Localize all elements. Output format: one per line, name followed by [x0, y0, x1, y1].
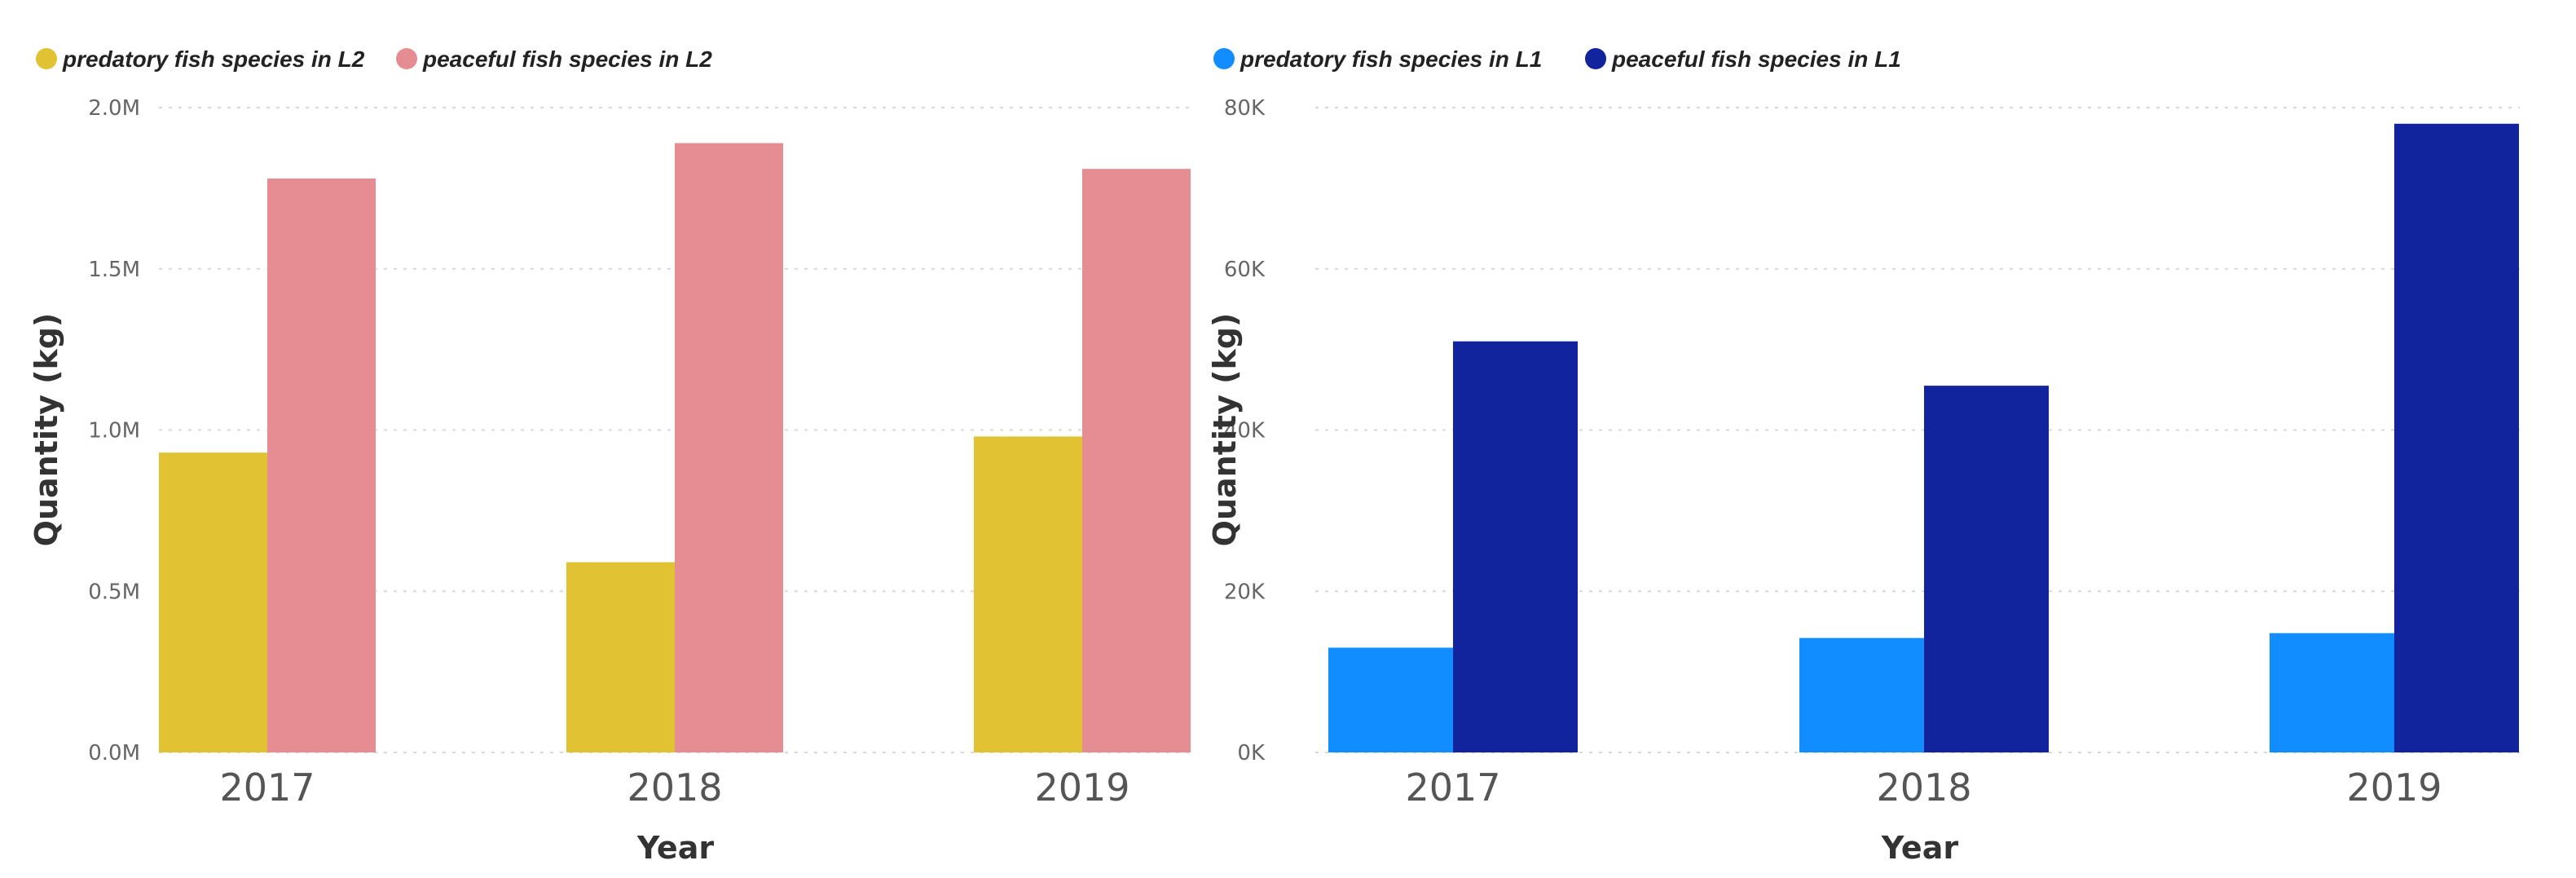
y-tick-label: 40K	[1224, 419, 1266, 443]
x-tick-label: 2017	[219, 765, 315, 810]
y-tick-label: 1.0M	[88, 419, 140, 443]
bar-peaceful-2019[interactable]	[1082, 169, 1191, 752]
legend-label[interactable]: peaceful fish species in L2	[422, 46, 712, 72]
x-axis-title: Year	[1881, 830, 1958, 866]
bar-predatory-2018[interactable]	[566, 562, 675, 752]
bar-predatory-2017[interactable]	[1328, 647, 1453, 752]
y-tick-label: 0K	[1237, 741, 1266, 765]
bar-predatory-2019[interactable]	[2270, 633, 2394, 752]
y-tick-label: 0.5M	[88, 580, 140, 604]
bar-peaceful-2017[interactable]	[267, 179, 376, 752]
legend-marker[interactable]	[1585, 48, 1606, 69]
y-tick-label: 80K	[1224, 96, 1266, 121]
x-tick-label: 2019	[2346, 765, 2442, 810]
legend-marker[interactable]	[396, 48, 417, 69]
y-tick-label: 60K	[1224, 258, 1266, 282]
bar-peaceful-2019[interactable]	[2394, 123, 2519, 752]
x-tick-label: 2019	[1034, 765, 1129, 810]
legend-marker[interactable]	[36, 48, 57, 69]
legend-label[interactable]: predatory fish species in L1	[1240, 46, 1542, 72]
x-tick-label: 2018	[1876, 765, 1971, 810]
y-tick-label: 1.5M	[88, 258, 140, 282]
bar-predatory-2018[interactable]	[1799, 638, 1924, 752]
bar-peaceful-2018[interactable]	[1924, 386, 2049, 752]
x-axis-title: Year	[636, 830, 714, 866]
y-tick-label: 0.0M	[88, 741, 140, 765]
chart-left-l2: 0.0M 0.5M 1.0M 1.5M 2.0M 2017 2018 2019 Year Quan…	[29, 46, 1191, 866]
legend-label[interactable]: predatory fish species in L2	[62, 46, 365, 72]
y-tick-label: 20K	[1224, 580, 1266, 604]
legend-marker[interactable]	[1213, 48, 1235, 69]
x-tick-label: 2018	[627, 765, 722, 810]
y-axis-title: Quantity (kg)	[1207, 313, 1243, 547]
legend-label[interactable]: peaceful fish species in L1	[1611, 46, 1901, 72]
bar-predatory-2019[interactable]	[974, 436, 1082, 752]
chart-right-l1: 0K 20K 40K 60K 80K 2017 2018 2019 Year Quantity (…	[1207, 46, 2520, 866]
bar-peaceful-2018[interactable]	[675, 143, 783, 752]
y-axis-title: Quantity (kg)	[29, 313, 64, 547]
y-tick-label: 2.0M	[88, 96, 140, 121]
bar-predatory-2017[interactable]	[159, 452, 267, 752]
bar-peaceful-2017[interactable]	[1453, 341, 1578, 752]
x-tick-label: 2017	[1405, 765, 1500, 810]
